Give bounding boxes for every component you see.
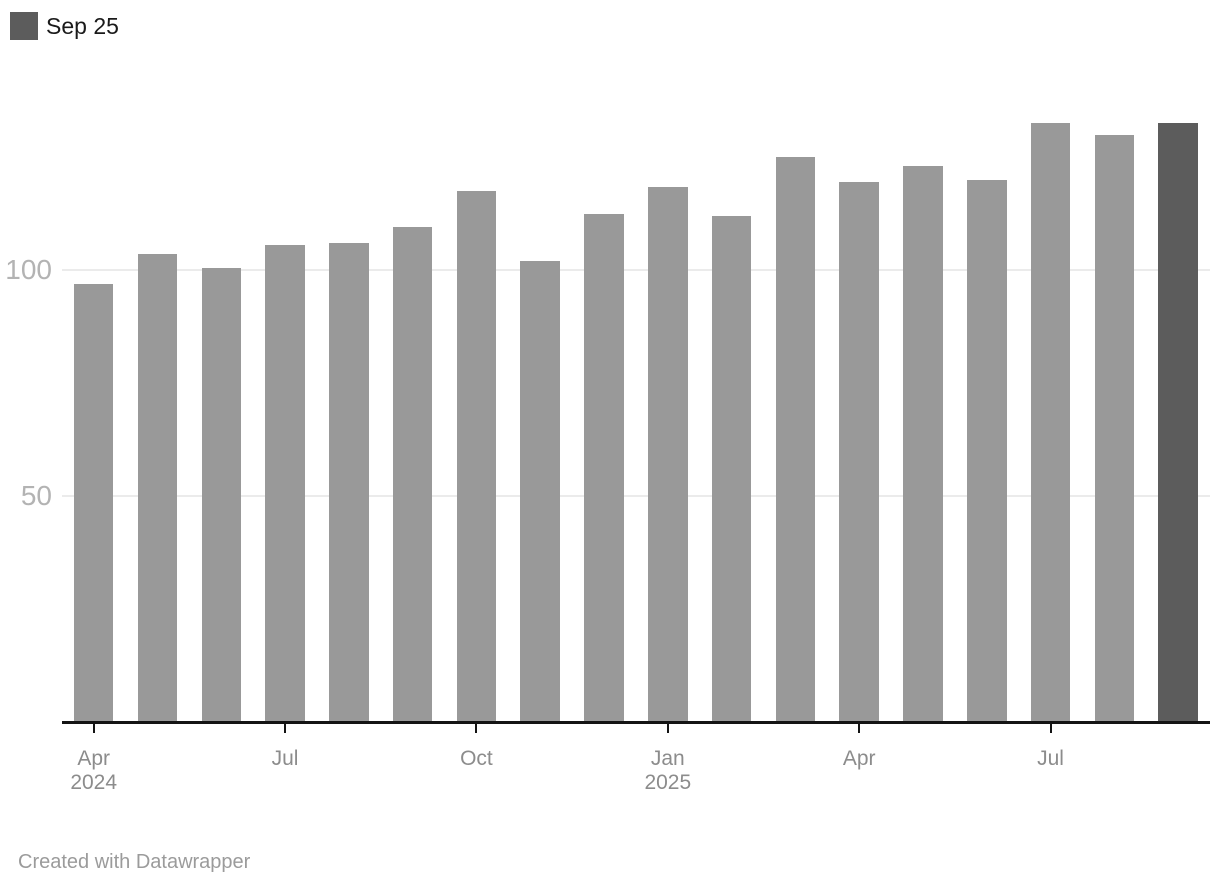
legend-label: Sep 25 [46,13,119,39]
x-axis-sublabel: 2024 [70,771,118,794]
x-axis-label: Jan 2025 [644,747,692,794]
x-axis-tick [284,724,287,733]
x-axis-label: Apr 2024 [70,747,118,794]
x-axis-tick [1049,724,1052,733]
bar-highlight[interactable] [1158,123,1198,721]
x-axis-line [62,721,1210,724]
y-axis-label-50: 50 [20,479,52,511]
x-axis-sublabel: 2025 [644,771,692,794]
x-axis-tick [666,724,669,733]
plot-area: 50 100 Apr 2024 Jul Oct Jan 2025 Apr Jul [5,123,1210,794]
x-axis-label: Oct [460,747,493,770]
bar[interactable] [1030,123,1071,721]
bar[interactable] [839,182,879,721]
x-axis-label: Jul [1037,747,1064,770]
bar[interactable] [1094,134,1135,721]
bar[interactable] [137,254,178,721]
bar[interactable] [265,245,305,721]
bar[interactable] [584,213,624,721]
bar[interactable] [711,215,752,721]
bar[interactable] [648,186,688,721]
y-axis-label-100: 100 [5,254,52,285]
bar[interactable] [73,283,114,721]
x-axis-tick [475,724,478,733]
legend-swatch-icon [10,12,38,40]
x-axis-tick [858,724,861,733]
bar[interactable] [329,242,369,721]
y-gridline-100 [62,269,1210,271]
bar[interactable] [201,267,242,721]
bar[interactable] [456,191,497,721]
bar[interactable] [903,166,943,721]
x-axis-label: Apr [842,747,876,770]
bar[interactable] [775,157,816,721]
legend: Sep 25 [10,12,119,40]
x-axis-label: Jul [271,747,299,770]
y-gridline-50 [62,494,1210,497]
bar[interactable] [392,227,433,721]
bar[interactable] [967,179,1007,721]
x-axis-tick [92,724,95,733]
bar[interactable] [520,260,560,721]
datawrapper-credit-link[interactable]: Created with Datawrapper [18,851,251,873]
